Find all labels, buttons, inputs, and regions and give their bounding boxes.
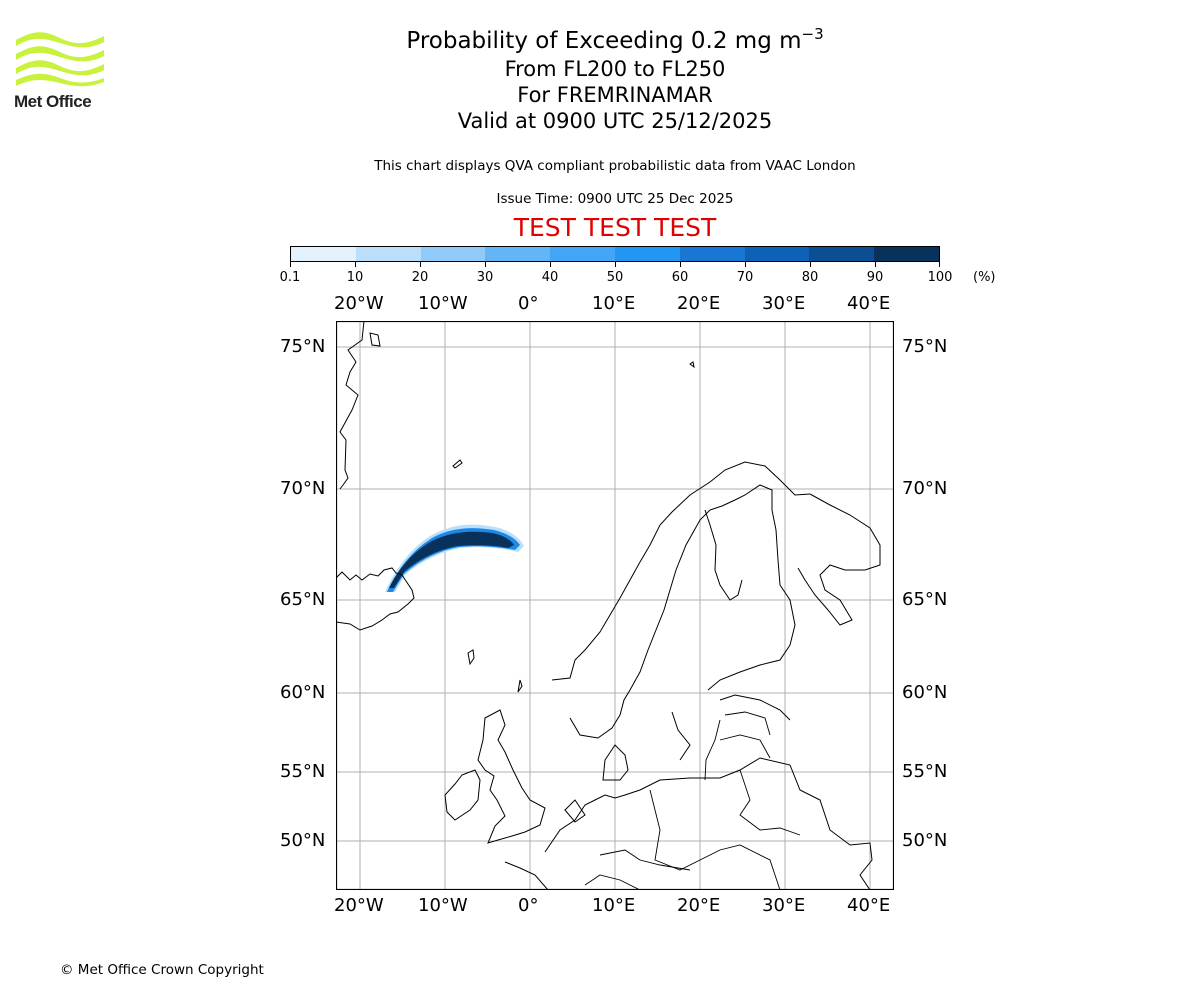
valid-time: Valid at 0900 UTC 25/12/2025 <box>457 109 773 133</box>
lon-label-top: 20°W <box>334 293 384 314</box>
colorbar-bin <box>485 247 551 261</box>
map-frame <box>336 321 894 890</box>
colorbar-bin <box>809 247 875 261</box>
colorbar-tick <box>550 262 551 267</box>
colorbar-label: 10 <box>346 270 364 285</box>
lon-label-top: 40°E <box>847 293 891 314</box>
lon-label-top: 10°E <box>592 293 636 314</box>
lat-label-right: 55°N <box>902 761 948 782</box>
lat-label-left: 55°N <box>280 761 326 782</box>
lat-label-right: 50°N <box>902 830 948 851</box>
level-range: From FL200 to FL250 <box>504 57 726 81</box>
lat-label-left: 60°N <box>280 682 326 703</box>
colorbar-tick <box>615 262 616 267</box>
chart-title: Probability of Exceeding 0.2 mg m−3 <box>0 26 1200 56</box>
logo-text: Met Office <box>14 92 92 111</box>
colorbar-tick <box>290 262 291 267</box>
colorbar-label: 0.1 <box>279 270 301 285</box>
lon-label-bottom: 10°E <box>592 895 636 916</box>
lon-label-top: 0° <box>518 293 539 314</box>
lon-label-bottom: 20°E <box>677 895 721 916</box>
graticule <box>336 321 894 890</box>
lon-label-bottom: 30°E <box>762 895 806 916</box>
colorbar-label: 90 <box>866 270 884 285</box>
colorbar <box>290 246 940 262</box>
issue-time: Issue Time: 0900 UTC 25 Dec 2025 <box>496 191 734 207</box>
volcano-name: For FREMRINAMAR <box>517 83 713 107</box>
colorbar-unit: (%) <box>973 270 996 285</box>
lat-label-left: 75°N <box>280 336 326 357</box>
lat-label-left: 50°N <box>280 830 326 851</box>
colorbar-label: 70 <box>736 270 754 285</box>
source-note: This chart displays QVA compliant probab… <box>374 158 856 174</box>
colorbar-label: 30 <box>476 270 494 285</box>
lat-label-right: 75°N <box>902 336 948 357</box>
colorbar-label: 60 <box>671 270 689 285</box>
colorbar-label: 40 <box>541 270 559 285</box>
colorbar-tick <box>875 262 876 267</box>
colorbar-bin <box>420 247 486 261</box>
colorbar-bin <box>679 247 745 261</box>
colorbar-tick <box>680 262 681 267</box>
title-text: Probability of Exceeding 0.2 mg m <box>406 28 802 54</box>
test-banner: TEST TEST TEST <box>513 213 717 242</box>
lat-label-right: 60°N <box>902 682 948 703</box>
colorbar-tick <box>485 262 486 267</box>
lon-label-top: 10°W <box>418 293 468 314</box>
lat-label-right: 70°N <box>902 478 948 499</box>
lon-label-top: 20°E <box>677 293 721 314</box>
colorbar-bin <box>291 247 356 261</box>
lon-label-bottom: 40°E <box>847 895 891 916</box>
colorbar-label: 80 <box>801 270 819 285</box>
met-office-logo: Met Office <box>14 30 106 112</box>
lat-label-left: 65°N <box>280 589 326 610</box>
copyright-footer: © Met Office Crown Copyright <box>60 962 264 978</box>
lon-label-bottom: 10°W <box>418 895 468 916</box>
colorbar-bin <box>550 247 615 261</box>
map-panel <box>336 321 894 890</box>
colorbar-label: 50 <box>606 270 624 285</box>
chart-title-block: Probability of Exceeding 0.2 mg m−3 From… <box>0 26 1200 134</box>
lon-label-top: 30°E <box>762 293 806 314</box>
colorbar-bin <box>874 247 939 261</box>
colorbar-label: 20 <box>411 270 429 285</box>
ash-plume <box>385 524 524 592</box>
colorbar-tick <box>745 262 746 267</box>
colorbar-tick <box>939 262 940 267</box>
colorbar-bin <box>355 247 421 261</box>
title-superscript: −3 <box>801 25 824 43</box>
colorbar-label: 100 <box>927 270 953 285</box>
coastlines <box>336 321 881 890</box>
colorbar-tick <box>420 262 421 267</box>
colorbar-tick <box>810 262 811 267</box>
lon-label-bottom: 20°W <box>334 895 384 916</box>
colorbar-bin <box>744 247 810 261</box>
colorbar-tick <box>355 262 356 267</box>
lon-label-bottom: 0° <box>518 895 539 916</box>
lat-label-left: 70°N <box>280 478 326 499</box>
lat-label-right: 65°N <box>902 589 948 610</box>
colorbar-bin <box>614 247 680 261</box>
met-office-waves-icon <box>16 32 104 87</box>
